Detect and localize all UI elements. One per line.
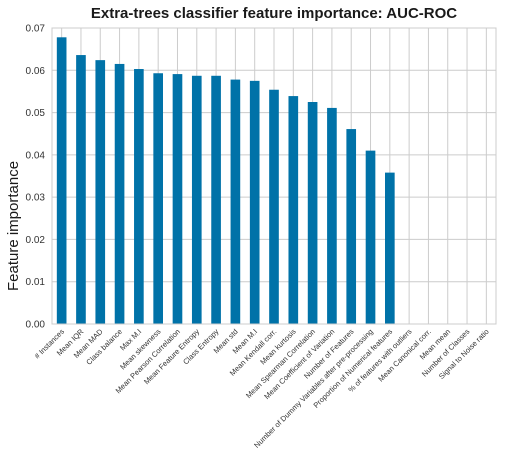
y-tick-label: 0.03 (26, 193, 46, 204)
y-tick-label: 0.00 (26, 320, 46, 331)
y-tick-label: 0.01 (26, 277, 46, 288)
bars (57, 37, 395, 324)
y-tick-label: 0.02 (26, 235, 46, 246)
bar (288, 96, 298, 324)
bar (192, 76, 202, 324)
bar (115, 64, 125, 324)
chart-title: Extra-trees classifier feature importanc… (91, 5, 457, 22)
bar (76, 55, 86, 324)
bar (134, 69, 144, 324)
bar (366, 151, 376, 324)
bar (153, 73, 163, 324)
y-tick-labels: 0.00 0.01 0.02 0.03 0.04 0.05 0.06 0.07 (26, 24, 46, 331)
bar (250, 81, 260, 324)
bar (231, 80, 241, 324)
y-axis-label: Feature importance (5, 161, 22, 291)
bar (346, 129, 356, 324)
bar (95, 60, 105, 324)
y-tick-label: 0.07 (26, 24, 46, 35)
bar (57, 37, 67, 324)
bar (385, 173, 395, 324)
bar (308, 102, 318, 324)
y-tick-label: 0.04 (26, 150, 46, 161)
y-tick-label: 0.06 (26, 66, 46, 77)
y-tick-label: 0.05 (26, 108, 46, 119)
bar (269, 90, 279, 324)
bar (327, 108, 337, 324)
bar (211, 76, 221, 324)
bar (173, 74, 183, 324)
